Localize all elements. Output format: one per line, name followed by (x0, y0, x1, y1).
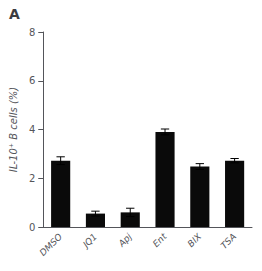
svg-text:BIX: BIX (186, 231, 204, 249)
svg-text:Ent: Ent (151, 231, 169, 249)
svg-text:6: 6 (29, 75, 35, 86)
svg-text:A: A (9, 6, 20, 22)
svg-text:Apj: Apj (116, 231, 134, 249)
svg-text:IL-10⁺ B cells (%): IL-10⁺ B cells (%) (8, 87, 19, 172)
svg-text:DMSO: DMSO (38, 231, 64, 257)
svg-text:8: 8 (29, 27, 35, 38)
svg-text:TSA: TSA (219, 231, 238, 250)
svg-text:2: 2 (29, 173, 35, 184)
svg-text:4: 4 (29, 124, 35, 135)
svg-text:0: 0 (29, 222, 35, 233)
svg-text:JQ1: JQ1 (80, 231, 99, 250)
